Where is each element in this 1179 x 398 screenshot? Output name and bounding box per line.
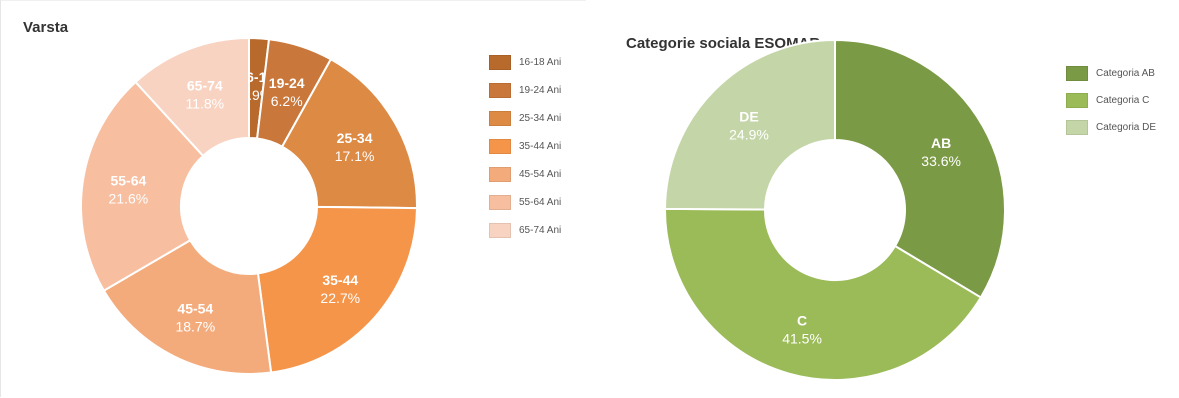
social-legend-swatch <box>1066 66 1088 81</box>
age-slice-35-44[interactable] <box>256 205 419 374</box>
age-legend-swatch <box>489 82 511 98</box>
social-slice-label-AB: AB <box>931 135 951 151</box>
age-legend-label: 35-44 Ani <box>519 140 562 152</box>
age-slice-label-45-54: 45-54 <box>177 301 213 317</box>
age-legend-item[interactable]: 16-18 Ani <box>489 48 561 76</box>
age-legend-label: 65-74 Ani <box>519 224 562 236</box>
social-legend-swatch <box>1066 120 1088 135</box>
social-legend-item[interactable]: Categoria AB <box>1066 60 1156 87</box>
age-slice-value-45-54: 18.7% <box>175 319 215 335</box>
age-slice-65-74[interactable] <box>134 36 250 158</box>
age-legend-item[interactable]: 19-24 Ani <box>489 76 561 104</box>
social-slice-DE[interactable] <box>663 38 836 211</box>
age-slice-value-55-64: 21.6% <box>109 191 149 207</box>
age-legend-label: 19-24 Ani <box>519 84 562 96</box>
age-legend-label: 25-34 Ani <box>519 112 562 124</box>
age-legend-swatch <box>489 194 511 210</box>
age-legend-item[interactable]: 65-74 Ani <box>489 216 561 244</box>
social-chart-title: Categorie sociala ESOMAR <box>626 35 821 52</box>
social-legend-item[interactable]: Categoria C <box>1066 87 1156 114</box>
social-legend: Categoria AB Categoria C Categoria DE <box>1066 60 1156 141</box>
social-slice-value-C: 41.5% <box>782 330 822 346</box>
age-slice-value-65-74: 11.8% <box>185 95 224 111</box>
age-slice-value-19-24: 6.2% <box>271 93 303 109</box>
age-slice-value-25-34: 17.1% <box>335 148 375 164</box>
age-legend-label: 45-54 Ani <box>519 168 562 180</box>
age-slice-label-25-34: 25-34 <box>337 130 373 146</box>
age-legend-label: 55-64 Ani <box>519 196 562 208</box>
age-slice-55-64[interactable] <box>80 80 205 292</box>
age-slice-label-19-24: 19-24 <box>269 75 305 91</box>
age-legend-item[interactable]: 25-34 Ani <box>489 104 561 132</box>
social-slice-value-DE: 24.9% <box>729 126 769 142</box>
social-legend-label: Categoria AB <box>1096 68 1155 79</box>
age-slice-value-35-44: 22.7% <box>320 290 360 306</box>
age-legend-item[interactable]: 45-54 Ani <box>489 160 561 188</box>
age-legend-swatch <box>489 166 511 182</box>
age-legend-item[interactable]: 55-64 Ani <box>489 188 561 216</box>
age-slice-label-55-64: 55-64 <box>110 173 146 189</box>
social-legend-label: Categoria DE <box>1096 122 1157 133</box>
social-legend-swatch <box>1066 93 1088 108</box>
social-legend-label: Categoria C <box>1096 95 1150 106</box>
age-donut-chart: 16-181.9%19-246.2%25-3417.1%35-4422.7%45… <box>80 36 419 375</box>
social-slice-C[interactable] <box>664 207 983 381</box>
age-legend: 16-18 Ani 19-24 Ani 25-34 Ani 35-44 Ani 45-5… <box>489 48 561 244</box>
age-legend-swatch <box>489 138 511 154</box>
social-donut-chart: AB 33.6% C 41.5% DE 24.9% <box>663 38 1006 381</box>
age-slice-25-34[interactable] <box>280 57 418 210</box>
age-legend-swatch <box>489 110 511 126</box>
age-slice-label-35-44: 35-44 <box>322 272 358 288</box>
age-legend-swatch <box>489 54 511 70</box>
age-legend-label: 16-18 Ani <box>519 56 562 68</box>
social-chart-panel: Categorie sociala ESOMAR AB 33.6% C 41.5% DE… <box>600 0 1179 397</box>
age-chart-panel: Varsta 16-18 1.9% 19-24 6.2% 25-34 17.1% 35-44… <box>0 0 586 397</box>
age-chart-title: Varsta <box>23 19 69 36</box>
age-slice-45-54[interactable] <box>102 238 273 375</box>
social-slice-value-AB: 33.6% <box>921 153 961 169</box>
age-legend-swatch <box>489 222 511 238</box>
age-legend-item[interactable]: 35-44 Ani <box>489 132 561 160</box>
social-slice-label-DE: DE <box>739 108 758 124</box>
social-slice-AB[interactable] <box>834 38 1006 299</box>
social-slice-label-C: C <box>797 312 807 328</box>
social-legend-item[interactable]: Categoria DE <box>1066 114 1156 141</box>
age-slice-label-65-74: 65-74 <box>187 77 223 93</box>
